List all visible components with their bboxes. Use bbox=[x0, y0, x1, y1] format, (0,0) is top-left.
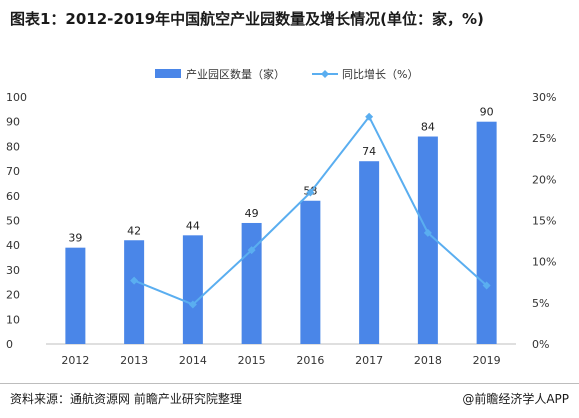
x-tick-label: 2012 bbox=[61, 354, 89, 367]
y-left-tick-label: 0 bbox=[6, 338, 13, 351]
bar-value-label: 39 bbox=[68, 232, 82, 245]
y-left-tick-label: 70 bbox=[6, 165, 20, 178]
y-left-tick-label: 10 bbox=[6, 313, 20, 326]
footer-divider bbox=[0, 383, 579, 384]
line-point bbox=[365, 112, 374, 121]
bar-value-label: 49 bbox=[245, 207, 259, 220]
y-right-tick-label: 15% bbox=[532, 215, 556, 228]
legend-label-bar: 产业园区数量（家） bbox=[186, 67, 285, 81]
y-right-tick-label: 10% bbox=[532, 256, 556, 269]
line-point bbox=[130, 276, 139, 285]
legend: 产业园区数量（家） 同比增长（%） bbox=[155, 67, 418, 81]
y-left-tick-label: 30 bbox=[6, 264, 20, 277]
bar-value-label: 44 bbox=[186, 219, 200, 232]
y-left-tick-label: 60 bbox=[6, 190, 20, 203]
line-point bbox=[423, 228, 432, 237]
line-point bbox=[306, 188, 315, 197]
y-left-tick-label: 20 bbox=[6, 289, 20, 302]
bar bbox=[65, 247, 86, 344]
x-tick-label: 2015 bbox=[238, 354, 266, 367]
y-left-tick-label: 80 bbox=[6, 140, 20, 153]
axes: 0 10 20 30 40 50 60 70 80 90 100 0% 5% 10% 15% 20% 25% 30… bbox=[6, 91, 556, 367]
y-right-tick-label: 0% bbox=[532, 338, 549, 351]
y-left-tick-label: 50 bbox=[6, 215, 20, 228]
bar-value-label: 42 bbox=[127, 224, 141, 237]
y-left-tick-label: 40 bbox=[6, 239, 20, 252]
y-right-tick-label: 25% bbox=[532, 132, 556, 145]
bar bbox=[300, 200, 321, 344]
brand-credit: @前瞻经济学人APP bbox=[462, 390, 569, 407]
bar bbox=[182, 235, 203, 344]
bar-value-label: 84 bbox=[421, 121, 435, 134]
legend-label-line: 同比增长（%） bbox=[342, 67, 418, 81]
x-tick-label: 2016 bbox=[296, 354, 324, 367]
y-left-tick-label: 100 bbox=[6, 91, 27, 104]
y-right-tick-label: 5% bbox=[532, 297, 549, 310]
legend-item-bar: 产业园区数量（家） bbox=[155, 67, 285, 81]
legend-item-line: 同比增长（%） bbox=[312, 67, 418, 81]
brand-text: @前瞻经济学人APP bbox=[462, 392, 569, 406]
line-point bbox=[188, 300, 197, 309]
bar-value-label: 74 bbox=[362, 145, 376, 158]
bar bbox=[417, 136, 438, 344]
bar bbox=[359, 161, 380, 344]
x-tick-label: 2018 bbox=[414, 354, 442, 367]
y-right-tick-label: 20% bbox=[532, 173, 556, 186]
line-series bbox=[130, 112, 491, 309]
x-tick-label: 2014 bbox=[179, 354, 207, 367]
y-right-tick-label: 30% bbox=[532, 91, 556, 104]
bar-value-label: 90 bbox=[480, 106, 494, 119]
x-tick-label: 2019 bbox=[473, 354, 501, 367]
source-note: 资料来源：通航资源网 前瞻产业研究院整理 bbox=[10, 392, 242, 406]
x-tick-label: 2017 bbox=[355, 354, 383, 367]
y-left-tick-label: 90 bbox=[6, 116, 20, 129]
bar bbox=[124, 240, 145, 344]
bar bbox=[241, 222, 262, 344]
bar bbox=[476, 121, 497, 344]
legend-marker-line bbox=[321, 70, 329, 78]
chart-title: 图表1：2012-2019年中国航空产业园数量及增长情况(单位：家，%) bbox=[10, 10, 484, 28]
line-point bbox=[482, 281, 491, 290]
line-point bbox=[247, 246, 256, 255]
bar-series bbox=[65, 121, 497, 344]
x-tick-label: 2013 bbox=[120, 354, 148, 367]
legend-swatch-bar bbox=[155, 69, 181, 78]
